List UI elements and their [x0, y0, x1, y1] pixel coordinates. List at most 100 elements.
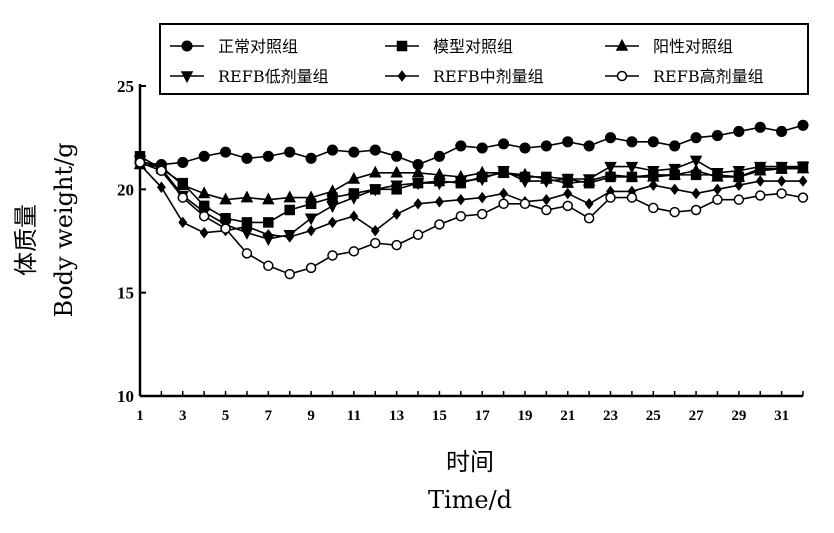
data-point — [284, 146, 296, 158]
data-point — [626, 136, 638, 148]
data-point — [625, 169, 639, 182]
data-point — [518, 176, 532, 189]
data-point — [306, 224, 316, 237]
data-point — [711, 168, 724, 180]
series-4 — [133, 155, 810, 247]
x-tick-label: 17 — [475, 408, 491, 424]
data-point — [690, 132, 702, 144]
data-point — [263, 260, 274, 272]
y-axis-label-cn: 体质量 — [12, 204, 40, 276]
data-point — [605, 192, 616, 203]
data-point — [156, 165, 167, 176]
x-tick-label: 1 — [136, 408, 144, 424]
data-point — [775, 161, 788, 174]
data-point — [669, 206, 680, 218]
series-layer — [133, 119, 810, 280]
data-point — [347, 171, 361, 184]
data-point — [455, 210, 467, 222]
legend-marker — [616, 70, 628, 82]
legend-item: REFB中剂量组 — [385, 67, 544, 86]
legend-item: REFB低剂量组 — [170, 67, 329, 86]
legend-marker — [615, 38, 629, 51]
data-point — [412, 229, 424, 241]
data-point — [691, 187, 701, 200]
data-point — [648, 179, 658, 191]
data-point — [690, 204, 702, 216]
data-point — [732, 165, 746, 178]
data-point — [604, 167, 617, 180]
data-point — [475, 174, 489, 187]
data-point — [668, 163, 681, 176]
data-point — [285, 231, 295, 243]
data-point — [349, 210, 359, 222]
legend-label: 阳性对照组 — [653, 37, 733, 56]
data-point — [499, 187, 509, 200]
x-tick-label: 29 — [731, 408, 746, 424]
legend: 正常对照组 模型对照组 阳性对照组 REFB低剂量组 REFB中剂量组 REFB高剂量组 — [159, 23, 809, 95]
data-point — [777, 175, 787, 187]
data-point — [305, 262, 317, 274]
legend-label: 模型对照组 — [433, 37, 513, 56]
data-point — [220, 223, 231, 234]
data-point — [328, 216, 337, 229]
data-point — [304, 213, 318, 226]
data-point — [734, 179, 744, 191]
data-point — [348, 246, 360, 257]
data-point — [241, 248, 253, 259]
data-point — [755, 175, 765, 187]
data-point — [156, 181, 166, 193]
data-point — [199, 227, 209, 239]
series-5 — [135, 158, 808, 243]
data-point — [626, 192, 638, 203]
data-point — [240, 190, 254, 203]
data-point — [326, 184, 339, 197]
data-point — [197, 186, 211, 199]
data-point — [797, 192, 809, 203]
data-point — [134, 157, 146, 168]
legend-label: REFB低剂量组 — [218, 67, 329, 86]
series-line — [139, 163, 803, 201]
data-point — [284, 204, 295, 216]
series-line — [139, 159, 803, 240]
data-point — [712, 194, 723, 205]
data-point — [391, 239, 402, 251]
data-point — [370, 237, 381, 249]
legend-box — [159, 23, 809, 95]
legend-item: 模型对照组 — [385, 37, 513, 56]
legend-label: REFB中剂量组 — [433, 67, 544, 86]
legend-item: 正常对照组 — [170, 37, 298, 56]
data-point — [604, 161, 617, 174]
data-point — [540, 140, 552, 152]
data-point — [433, 178, 446, 191]
data-point — [283, 190, 296, 203]
y-tick-label: 25 — [117, 77, 134, 96]
data-point — [563, 187, 573, 200]
legend-item: REFB高剂量组 — [605, 67, 764, 86]
series-1 — [134, 119, 809, 171]
data-point — [242, 220, 252, 233]
data-point — [347, 192, 361, 205]
data-point — [348, 146, 360, 158]
x-tick-label: 19 — [517, 408, 532, 424]
x-tick-label: 27 — [689, 408, 705, 424]
data-point — [796, 161, 810, 174]
data-point — [241, 152, 253, 164]
legend-item: 阳性对照组 — [605, 37, 733, 56]
data-point — [540, 176, 553, 189]
data-point — [561, 174, 574, 187]
legend-marker — [396, 40, 408, 52]
data-point — [284, 268, 295, 280]
data-point — [689, 155, 703, 168]
data-point — [497, 165, 510, 178]
x-tick-label: 25 — [646, 408, 661, 424]
series-3 — [133, 157, 810, 205]
data-point — [326, 144, 339, 156]
x-tick-label: 7 — [265, 408, 273, 424]
data-point — [476, 142, 488, 154]
data-point — [583, 140, 595, 152]
data-point — [413, 198, 423, 210]
legend-marker — [181, 40, 193, 52]
data-point — [262, 192, 275, 205]
data-point — [411, 165, 425, 178]
